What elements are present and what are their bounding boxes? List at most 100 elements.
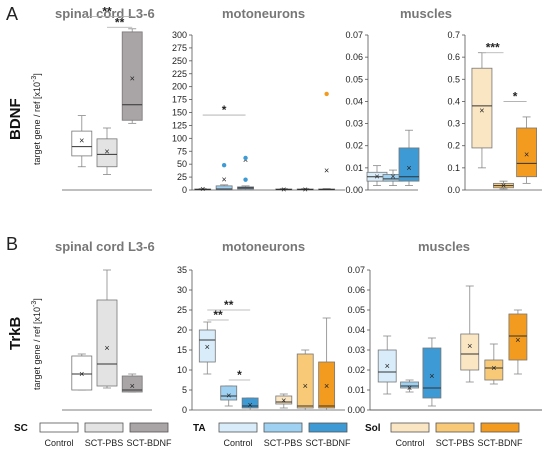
y-tick-label: 0.05 [345,74,363,84]
y-tick-label: 0 [182,405,187,415]
y-tick-label: 275 [172,43,187,53]
box [400,381,419,389]
legend-group-sol: Sol [365,423,381,434]
mean-marker: × [79,135,84,145]
mean-marker: × [407,383,412,393]
box [460,333,480,371]
legend-item-label: SCT-PBS [436,438,475,448]
mean-marker: × [515,335,520,345]
box [121,375,143,393]
mean-marker: × [390,172,395,182]
panel-a2: 0255075100125150175200225250275300××××××… [172,30,345,195]
mean-marker: × [303,381,308,391]
gene-bdnf-label: BDNF [7,98,24,140]
y-tick-label: 0.06 [347,285,365,295]
plots-group: ×××****025507510012515017520022525027530… [62,4,542,415]
y-label-main-a: target gene / ref [x10 [32,82,42,165]
y-tick-label: 0.6 [447,52,460,62]
y-tick-label: 150 [172,108,187,118]
legend-item-label: Control [395,438,424,448]
mean-marker: × [479,105,484,115]
box [96,138,118,168]
sig-label: ** [102,4,112,18]
mean-marker: × [79,369,84,379]
row-b-letter: B [6,234,18,254]
y-tick-label: 0 [182,185,187,195]
box [215,185,233,191]
sig-label: ** [224,298,234,312]
box [398,147,420,182]
y-tick-label: 5 [182,385,187,395]
sig-label: * [513,89,518,103]
y-label-main-b: target gene / ref [x10 [32,307,42,390]
outlier-point [324,91,329,97]
panel-a4: 0.00.10.20.30.40.50.60.7×××**** [447,30,542,195]
legend-swatch [480,422,520,433]
mean-marker: × [205,342,210,352]
mean-marker: × [104,146,109,156]
legend-swatch [218,422,258,433]
box [71,130,93,157]
sig-label: *** [486,41,500,55]
box [508,313,528,361]
y-label-exp-b: -3 [31,301,38,307]
y-tick-label: 0.00 [347,405,365,415]
y-tick-label: 0.04 [347,325,365,335]
gene-trkb-label: TrkB [7,316,24,350]
box [422,347,442,399]
legend-item-label: SCT-PBS [264,438,303,448]
y-tick-label: 0.02 [347,365,365,375]
y-tick-label: 15 [177,345,187,355]
mean-marker: × [524,150,529,160]
sig-label: ** [115,15,125,29]
legend-swatch [263,422,303,433]
y-tick-label: 0.2 [447,141,460,151]
y-tick-label: 250 [172,56,187,66]
box [377,349,397,383]
legend-swatch [129,422,169,433]
y-tick-label: 0.00 [345,185,363,195]
y-tick-label: 30 [177,285,187,295]
y-tick-label: 0.1 [447,163,460,173]
box [275,395,293,405]
y-label-end-a: ] [32,73,42,76]
mean-marker: × [324,381,329,391]
panel-a1: × × × **** [62,4,152,191]
y-axis-label-b: target gene / ref [x10-3] [31,298,42,390]
y-tick-label: 0.06 [345,52,363,62]
y-tick-label: 0.01 [347,385,365,395]
box [198,329,216,363]
box [241,397,259,409]
legend-swatch [84,422,124,433]
legend-group-ta: TA [193,423,206,434]
legend-item-label: SCT-PBS [85,438,124,448]
y-tick-label: 0.04 [345,96,363,106]
legend-item-label: SCT-BDNF [127,438,173,448]
y-tick-label: 100 [172,133,187,143]
mean-marker: × [200,184,205,194]
y-label-end-b: ] [32,298,42,301]
mean-marker: × [467,341,472,351]
y-tick-label: 0.01 [345,163,363,173]
panel-b1: × × × [62,269,152,411]
legend-swatch [308,422,348,433]
y-tick-label: 0.03 [345,119,363,129]
y-tick-label: 25 [177,172,187,182]
mean-marker: × [130,381,135,391]
y-tick-label: 0.02 [345,141,363,151]
box [318,361,336,409]
y-tick-label: 25 [177,305,187,315]
y-tick-label: 200 [172,82,187,92]
panel-b3: 0.00 0.01 0.02 0.03 0.04 0.05 0.06 0.07 × × × [347,265,542,415]
y-tick-label: 20 [177,325,187,335]
title-b-motoneurons: motoneurons [222,239,305,254]
y-tick-label: 0.0 [447,185,460,195]
title-b-muscles: muscles [418,239,470,254]
y-tick-label: 300 [172,30,187,40]
outlier-point [243,177,248,182]
mean-marker: × [281,184,286,194]
mean-marker: × [406,163,411,173]
title-a-spinal: spinal cord L3-6 [55,6,155,21]
